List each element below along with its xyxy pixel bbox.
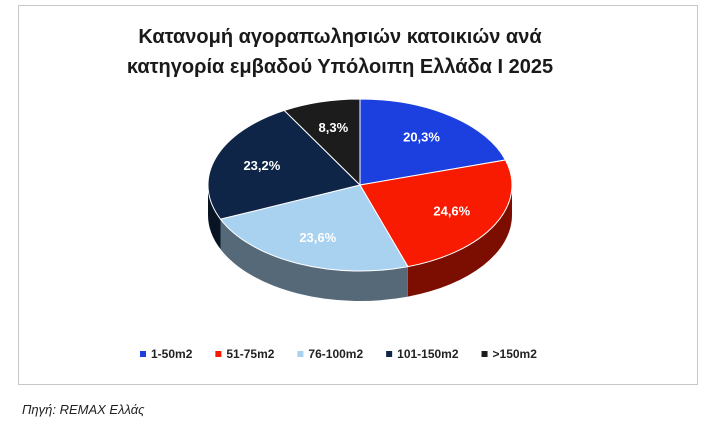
legend-swatch [215,351,222,357]
legend-swatch [386,351,393,357]
legend-swatch [140,351,146,357]
legend-label: >150m2 [493,347,538,361]
source-note: Πηγή: REMAX Ελλάς [22,402,145,417]
pie-slice [207,109,361,220]
legend-label: 51-75m2 [226,347,274,361]
legend-swatch [297,351,304,357]
legend-swatch [481,351,488,357]
data-label: 23,6% [299,230,336,245]
chart-title: Κατανομή αγοραπωλησιών κατοικιών ανά κατ… [126,26,554,78]
pie-slice [219,184,409,272]
chart-frame [18,5,698,385]
data-label: 24,6% [433,203,470,218]
data-label: 23,2% [243,158,280,173]
pie-slice-side [208,185,221,250]
pie-slice [359,159,513,268]
legend-label: 101-150m2 [397,347,459,361]
pie-slice [359,98,507,186]
pie-slice [283,98,361,187]
legend-label: 76-100m2 [308,347,363,361]
pie-slice-side [407,185,512,297]
legend-label: 1-50m2 [151,347,193,361]
data-label: 8,3% [319,120,349,135]
pie-slice-side [220,219,408,301]
data-label: 20,3% [403,129,440,144]
